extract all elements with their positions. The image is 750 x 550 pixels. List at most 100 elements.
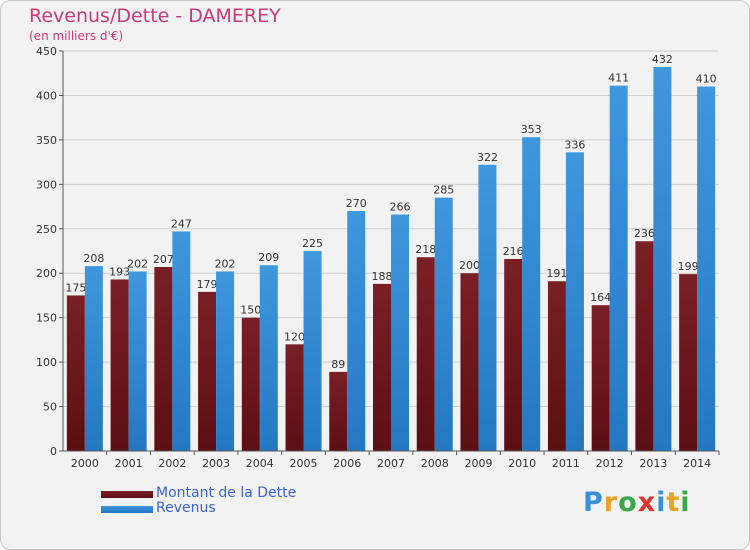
y-axis-ticks: 0 50 100 150 200 250 300 350 400 450 bbox=[36, 45, 64, 458]
chart-title: Revenus/Dette - DAMEREY bbox=[29, 5, 281, 27]
data-label-debt-2004: 150 bbox=[240, 304, 261, 317]
data-label-debt-2013: 236 bbox=[634, 227, 655, 240]
x-axis-ticks: 2000 2001 2002 2003 2004 2005 2006 2007 2008 2009… bbox=[63, 450, 720, 470]
bar-revenue-2009 bbox=[478, 164, 497, 451]
bar-debt-2005 bbox=[285, 344, 304, 451]
data-label-revenue-2004: 209 bbox=[258, 251, 279, 264]
x-tick-label-2004: 2004 bbox=[246, 457, 274, 470]
bar-debt-2014 bbox=[679, 274, 698, 451]
y-tick-label-400: 400 bbox=[36, 89, 57, 102]
y-tick-label-450: 450 bbox=[36, 45, 57, 58]
legend-swatch-debt bbox=[101, 491, 153, 498]
x-tick-label-2006: 2006 bbox=[333, 457, 361, 470]
x-tick-label-2013: 2013 bbox=[639, 457, 667, 470]
x-tick-label-2000: 2000 bbox=[71, 457, 99, 470]
data-label-debt-2003: 179 bbox=[197, 278, 218, 291]
data-label-debt-2007: 188 bbox=[372, 270, 393, 283]
bar-revenue-2007 bbox=[391, 214, 409, 451]
y-tick-label-350: 350 bbox=[36, 134, 57, 147]
bar-revenue-2008 bbox=[434, 197, 453, 451]
data-label-revenue-2013: 432 bbox=[652, 53, 673, 66]
data-label-revenue-2014: 410 bbox=[696, 73, 717, 86]
data-label-revenue-2006: 270 bbox=[346, 197, 367, 210]
data-label-revenue-2003: 202 bbox=[215, 257, 236, 270]
x-tick-label-2010: 2010 bbox=[508, 457, 536, 470]
x-tick-label-2007: 2007 bbox=[377, 457, 405, 470]
proxiti-logo: Proxiti bbox=[583, 487, 691, 518]
bar-debt-2004 bbox=[241, 317, 260, 451]
logo-letter-4: i bbox=[656, 487, 667, 518]
bar-revenue-2004 bbox=[259, 265, 278, 451]
bar-revenue-2005 bbox=[303, 251, 322, 451]
bar-debt-2003 bbox=[198, 291, 217, 451]
data-label-debt-2008: 218 bbox=[415, 243, 436, 256]
x-tick-label-2011: 2011 bbox=[552, 457, 580, 470]
y-tick-label-200: 200 bbox=[36, 267, 57, 280]
bar-debt-2011 bbox=[547, 281, 566, 451]
bar-revenue-2001 bbox=[128, 271, 147, 451]
bar-debt-2001 bbox=[110, 279, 129, 451]
x-tick-label-2001: 2001 bbox=[115, 457, 143, 470]
data-label-revenue-2008: 285 bbox=[433, 184, 454, 197]
bar-revenue-2003 bbox=[216, 271, 235, 451]
bar-debt-2013 bbox=[635, 241, 654, 451]
data-label-debt-2011: 191 bbox=[546, 267, 567, 280]
bar-debt-2012 bbox=[591, 305, 610, 451]
data-label-debt-2005: 120 bbox=[284, 330, 305, 343]
data-label-debt-2014: 199 bbox=[678, 260, 699, 273]
data-label-revenue-2009: 322 bbox=[477, 151, 498, 164]
bar-revenue-2002 bbox=[172, 231, 191, 451]
x-tick-label-2005: 2005 bbox=[290, 457, 318, 470]
logo-letter-1: r bbox=[603, 487, 619, 518]
legend-swatch-revenue bbox=[101, 506, 153, 513]
data-label-revenue-2010: 353 bbox=[521, 123, 542, 136]
bar-debt-2007 bbox=[373, 283, 391, 451]
legend-label-debt: Montant de la Dette bbox=[156, 485, 297, 501]
bar-revenue-2006 bbox=[347, 211, 366, 451]
bar-debt-2009 bbox=[460, 273, 479, 451]
x-tick-label-2003: 2003 bbox=[202, 457, 230, 470]
data-label-revenue-2007: 266 bbox=[390, 201, 411, 214]
data-label-debt-2012: 164 bbox=[590, 291, 611, 304]
data-label-debt-2001: 193 bbox=[109, 265, 130, 278]
logo-letter-3: x bbox=[637, 487, 657, 518]
y-tick-label-0: 0 bbox=[50, 445, 57, 458]
bar-revenue-2000 bbox=[84, 266, 103, 451]
data-label-debt-2002: 207 bbox=[153, 253, 174, 266]
bar-debt-2002 bbox=[154, 267, 173, 451]
data-label-revenue-2012: 411 bbox=[608, 72, 629, 85]
data-label-revenue-2005: 225 bbox=[302, 237, 323, 250]
data-label-revenue-2011: 336 bbox=[564, 138, 585, 151]
bar-debt-2010 bbox=[504, 259, 523, 451]
logo-letter-5: t bbox=[666, 487, 681, 518]
y-tick-label-300: 300 bbox=[36, 178, 57, 191]
data-label-revenue-2001: 202 bbox=[127, 257, 148, 270]
logo-letter-2: o bbox=[618, 487, 638, 518]
data-label-debt-2006: 89 bbox=[331, 358, 345, 371]
logo-letter-6: i bbox=[680, 487, 691, 518]
bar-debt-2000 bbox=[66, 295, 85, 451]
bar-revenue-2010 bbox=[522, 137, 541, 451]
y-tick-label-100: 100 bbox=[36, 356, 57, 369]
x-tick-label-2008: 2008 bbox=[421, 457, 449, 470]
y-tick-label-150: 150 bbox=[36, 312, 57, 325]
bar-revenue-2013 bbox=[653, 67, 672, 451]
y-tick-label-50: 50 bbox=[43, 401, 57, 414]
x-tick-label-2009: 2009 bbox=[464, 457, 492, 470]
bar-debt-2008 bbox=[416, 257, 435, 451]
data-label-debt-2010: 216 bbox=[503, 245, 524, 258]
bar-revenue-2011 bbox=[565, 152, 584, 452]
bar-debt-2006 bbox=[329, 371, 348, 451]
x-tick-label-2014: 2014 bbox=[683, 457, 711, 470]
data-label-revenue-2000: 208 bbox=[83, 252, 104, 265]
bar-revenue-2014 bbox=[697, 86, 716, 452]
data-label-revenue-2002: 247 bbox=[171, 217, 192, 230]
legend-label-revenue: Revenus bbox=[156, 500, 216, 516]
bar-revenue-2012 bbox=[609, 85, 628, 452]
x-tick-label-2002: 2002 bbox=[158, 457, 186, 470]
x-tick-label-2012: 2012 bbox=[596, 457, 624, 470]
data-label-debt-2009: 200 bbox=[459, 259, 480, 272]
